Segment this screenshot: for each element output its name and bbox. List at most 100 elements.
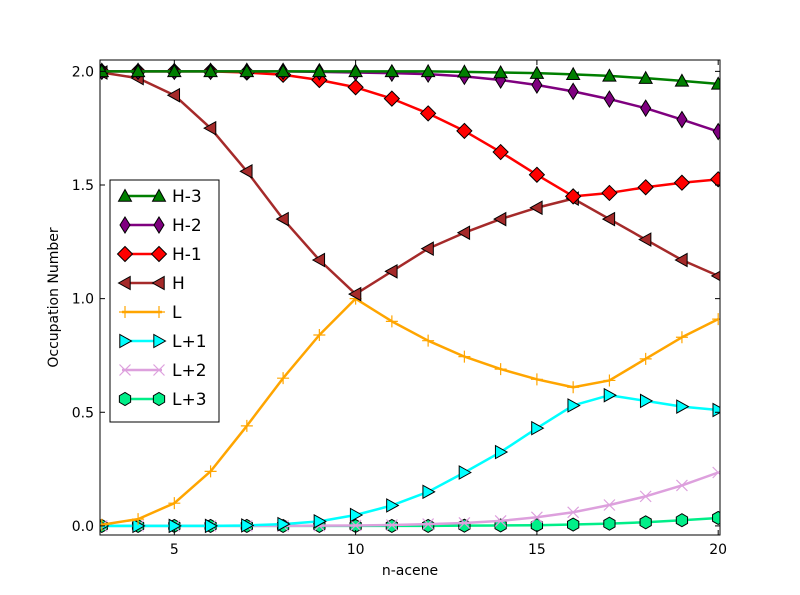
- series-l: [100, 292, 720, 531]
- legend-label: L: [172, 303, 182, 323]
- data-point-h: [348, 286, 362, 302]
- y-axis-label: Occupation Number: [46, 227, 62, 368]
- series-line-lplus1: [101, 393, 719, 528]
- data-point-h-3: [674, 73, 690, 87]
- data-point-lplus3: [603, 516, 616, 531]
- data-point-lplus1: [494, 444, 509, 460]
- data-point-h-1: [637, 179, 654, 196]
- legend-marker: [118, 391, 132, 407]
- y-tick-label: 1.0: [72, 292, 94, 308]
- data-point-h-3: [493, 64, 508, 79]
- data-point-h-1: [673, 174, 691, 191]
- data-point-lplus3: [567, 517, 580, 532]
- data-point-l: [530, 373, 543, 386]
- data-point-h: [456, 225, 471, 241]
- legend-label: L+2: [172, 361, 207, 381]
- legend: H-3 H-2 H-1 HL L+1 L+2 L+3: [109, 179, 220, 423]
- data-point-h-3: [275, 63, 291, 78]
- data-point-lplus3: [639, 515, 652, 530]
- data-point-h: [710, 270, 720, 282]
- legend-marker: [153, 333, 167, 349]
- data-point-l: [277, 372, 290, 385]
- data-point-h: [384, 264, 398, 279]
- legend-entry-lplus1: L+1: [119, 332, 207, 352]
- data-point-h-2: [640, 99, 652, 118]
- data-point-h: [638, 232, 652, 247]
- legend-marker: [151, 188, 167, 202]
- data-point-l: [567, 381, 580, 394]
- axis-ticks: 5 10 15 20 0.0 0.5 1.0 1.5 2.0: [72, 60, 727, 558]
- legend-label: H-2: [172, 216, 202, 236]
- data-point-l: [603, 374, 616, 387]
- data-point-lplus1: [349, 507, 364, 523]
- legend-entry-l: L: [119, 303, 182, 323]
- legend-marker: [153, 216, 165, 234]
- data-point-l: [639, 352, 652, 365]
- x-tick-label: 20: [709, 542, 727, 558]
- data-point-l: [204, 465, 217, 478]
- data-point-lplus1: [531, 420, 545, 436]
- data-point-lplus1: [639, 393, 654, 409]
- legend-entry-h-3: H-3: [117, 187, 202, 207]
- data-point-lplus1: [603, 387, 617, 403]
- legend-marker: [119, 333, 133, 349]
- data-point-h-1: [709, 171, 720, 188]
- data-point-h-3: [710, 76, 720, 90]
- data-point-l: [385, 315, 398, 328]
- data-point-lplus2: [712, 466, 720, 479]
- legend-marker: [150, 245, 168, 263]
- legend-marker: [151, 275, 165, 291]
- legend-entry-lplus2: L+2: [119, 361, 207, 381]
- data-point-lplus1: [168, 518, 182, 534]
- legend-label: H: [172, 274, 185, 294]
- data-point-h-3: [602, 68, 617, 82]
- legend-label: H-3: [172, 187, 202, 207]
- data-point-lplus2: [458, 517, 471, 529]
- data-point-h: [601, 211, 616, 227]
- data-point-h: [420, 241, 434, 256]
- data-point-lplus1: [313, 514, 327, 529]
- y-tick-label: 0.5: [72, 405, 94, 421]
- data-point-h-3: [384, 63, 400, 78]
- series-line-l: [101, 297, 719, 527]
- data-point-h-3: [638, 70, 654, 84]
- data-point-l: [240, 419, 253, 432]
- data-point-h-1: [528, 166, 546, 183]
- y-tick-label: 2.0: [72, 64, 94, 80]
- data-point-h-2: [567, 82, 579, 101]
- data-point-h-3: [312, 63, 327, 78]
- data-point-h-3: [565, 66, 581, 81]
- data-point-h-1: [419, 105, 437, 122]
- data-point-h-3: [529, 65, 545, 79]
- y-tick-label: 1.5: [72, 178, 94, 194]
- data-point-lplus2: [676, 479, 688, 492]
- data-point-h-1: [492, 143, 509, 161]
- data-point-l: [712, 313, 720, 326]
- legend-entry-lplus3: L+3: [118, 390, 207, 410]
- series-h: [100, 65, 720, 302]
- data-point-h-3: [166, 63, 182, 78]
- data-point-h: [166, 87, 181, 103]
- data-point-h: [311, 252, 326, 268]
- data-point-h-2: [712, 122, 720, 141]
- x-axis-label: n-acene: [382, 563, 438, 579]
- data-point-lplus2: [422, 518, 435, 531]
- legend-marker: [119, 216, 131, 234]
- series-h-3: [100, 63, 720, 90]
- data-point-h-1: [347, 79, 364, 96]
- data-point-lplus1: [386, 498, 400, 513]
- data-point-lplus2: [494, 514, 507, 527]
- data-point-h-3: [100, 63, 110, 78]
- data-point-h: [203, 120, 217, 136]
- series-lplus1: [100, 387, 720, 534]
- data-point-h-2: [531, 76, 543, 94]
- x-tick-label: 15: [528, 542, 546, 558]
- data-point-h-3: [239, 63, 255, 78]
- data-point-lplus3: [422, 518, 435, 533]
- series-line-h: [101, 71, 719, 296]
- data-point-lplus1: [458, 465, 472, 480]
- legend-box: [109, 179, 220, 423]
- legend-marker: [119, 364, 131, 376]
- data-point-lplus1: [241, 518, 255, 533]
